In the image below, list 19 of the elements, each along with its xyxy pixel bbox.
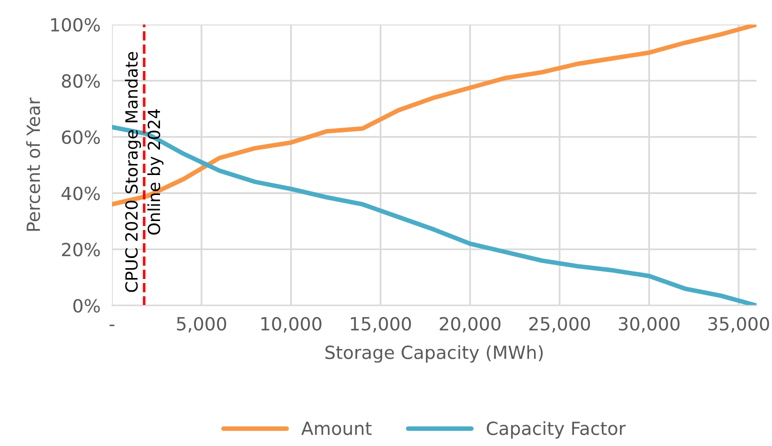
x-tick-label: 15,000 [350, 316, 411, 332]
y-tick-label: 100% [51, 18, 100, 32]
y-tick-label: 60% [62, 130, 100, 144]
x-tick-label: 5,000 [177, 316, 226, 332]
x-tick-label: 25,000 [529, 316, 590, 332]
x-tick-label: 35,000 [708, 316, 770, 332]
y-tick-label: 40% [62, 186, 100, 200]
x-tick-label: - [110, 324, 114, 326]
x-tick-label: 20,000 [440, 316, 500, 332]
y-tick-label: 20% [62, 242, 100, 256]
legend-label: Amount [301, 422, 372, 436]
x-axis-title: Storage Capacity (MWh) [325, 345, 543, 363]
y-tick-label: 0% [73, 298, 100, 313]
ref-line-label: CPUC 2020 Storage Mandate Online by 2024 [124, 52, 164, 292]
x-tick-label: 30,000 [618, 316, 680, 332]
y-tick-label: 80% [62, 74, 100, 88]
legend-label: Capacity Factor [486, 421, 626, 439]
x-tick-label: 10,000 [261, 316, 322, 332]
y-axis-title: Percent of Year [26, 98, 40, 231]
